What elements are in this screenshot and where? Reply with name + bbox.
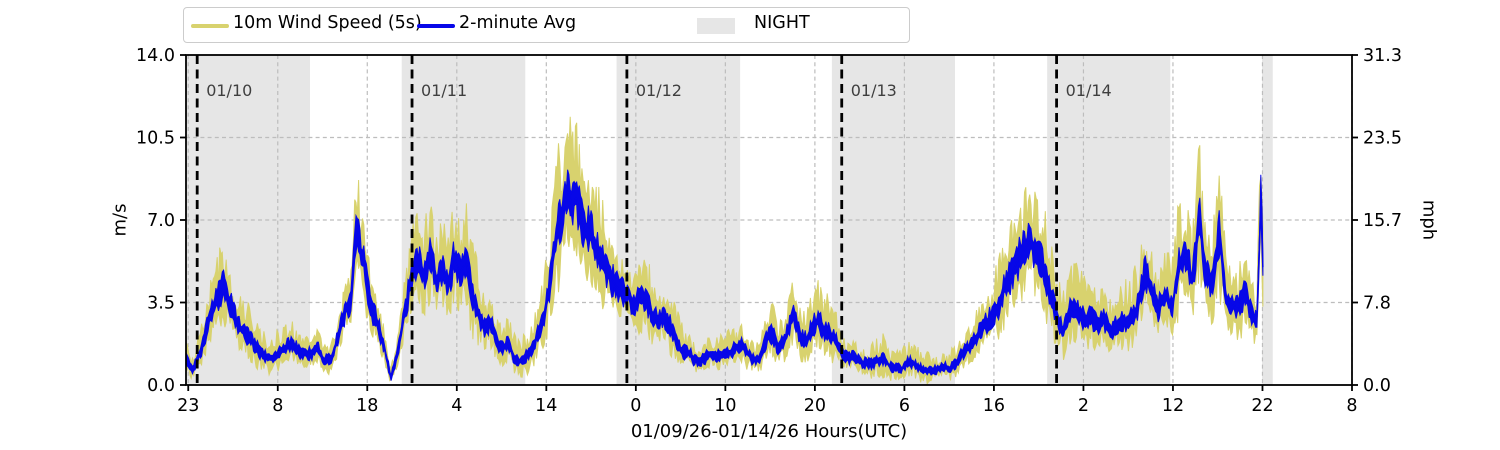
- y-axis-label-mph: mph: [1418, 199, 1440, 241]
- wind-5s-legend-swatch: [191, 24, 229, 28]
- x-tick-label: 8: [272, 396, 283, 416]
- day-marker-label: 01/12: [636, 81, 682, 100]
- x-tick-label: 14: [535, 396, 557, 416]
- x-tick-label: 6: [899, 396, 910, 416]
- x-tick-label: 10: [714, 396, 736, 416]
- x-tick-label: 22: [1251, 396, 1273, 416]
- x-tick-label: 4: [451, 396, 462, 416]
- x-tick-label: 8: [1346, 396, 1357, 416]
- y-tick-label-right: 23.5: [1363, 129, 1402, 149]
- y-tick-label-left: 7.0: [147, 211, 175, 231]
- night-legend-label: NIGHT: [754, 13, 810, 33]
- x-tick-label: 23: [177, 396, 199, 416]
- y-tick-label-right: 0.0: [1363, 376, 1391, 396]
- x-tick-label: 18: [356, 396, 378, 416]
- y-tick-label-left: 14.0: [136, 46, 175, 66]
- wind-5s-legend-label: 10m Wind Speed (5s): [233, 13, 422, 33]
- night-legend-swatch: [697, 18, 735, 34]
- x-tick-label: 12: [1162, 396, 1184, 416]
- y-tick-label-left: 10.5: [136, 129, 175, 149]
- avg-legend-swatch: [417, 24, 455, 28]
- y-axis-label-ms: m/s: [109, 203, 131, 237]
- x-tick-label: 16: [983, 396, 1005, 416]
- y-tick-label-right: 31.3: [1363, 46, 1402, 66]
- x-tick-label: 20: [804, 396, 826, 416]
- x-tick-label: 0: [630, 396, 641, 416]
- avg-legend-label: 2-minute Avg: [459, 13, 577, 33]
- day-marker-label: 01/10: [206, 81, 252, 100]
- 2min-avg-centerline: [185, 190, 1264, 378]
- day-marker-label: 01/11: [421, 81, 467, 100]
- day-marker-label: 01/14: [1066, 81, 1112, 100]
- y-tick-label-left: 0.0: [147, 376, 175, 396]
- y-tick-label-left: 3.5: [147, 294, 175, 314]
- legend: 10m Wind Speed (5s) 2-minute Avg NIGHT: [183, 7, 910, 43]
- y-tick-label-right: 15.7: [1363, 211, 1402, 231]
- x-axis-label: 01/09/26-01/14/26 Hours(UTC): [630, 421, 908, 442]
- x-tick-label: 2: [1078, 396, 1089, 416]
- y-tick-label-right: 7.8: [1363, 294, 1391, 314]
- day-marker-label: 01/13: [851, 81, 897, 100]
